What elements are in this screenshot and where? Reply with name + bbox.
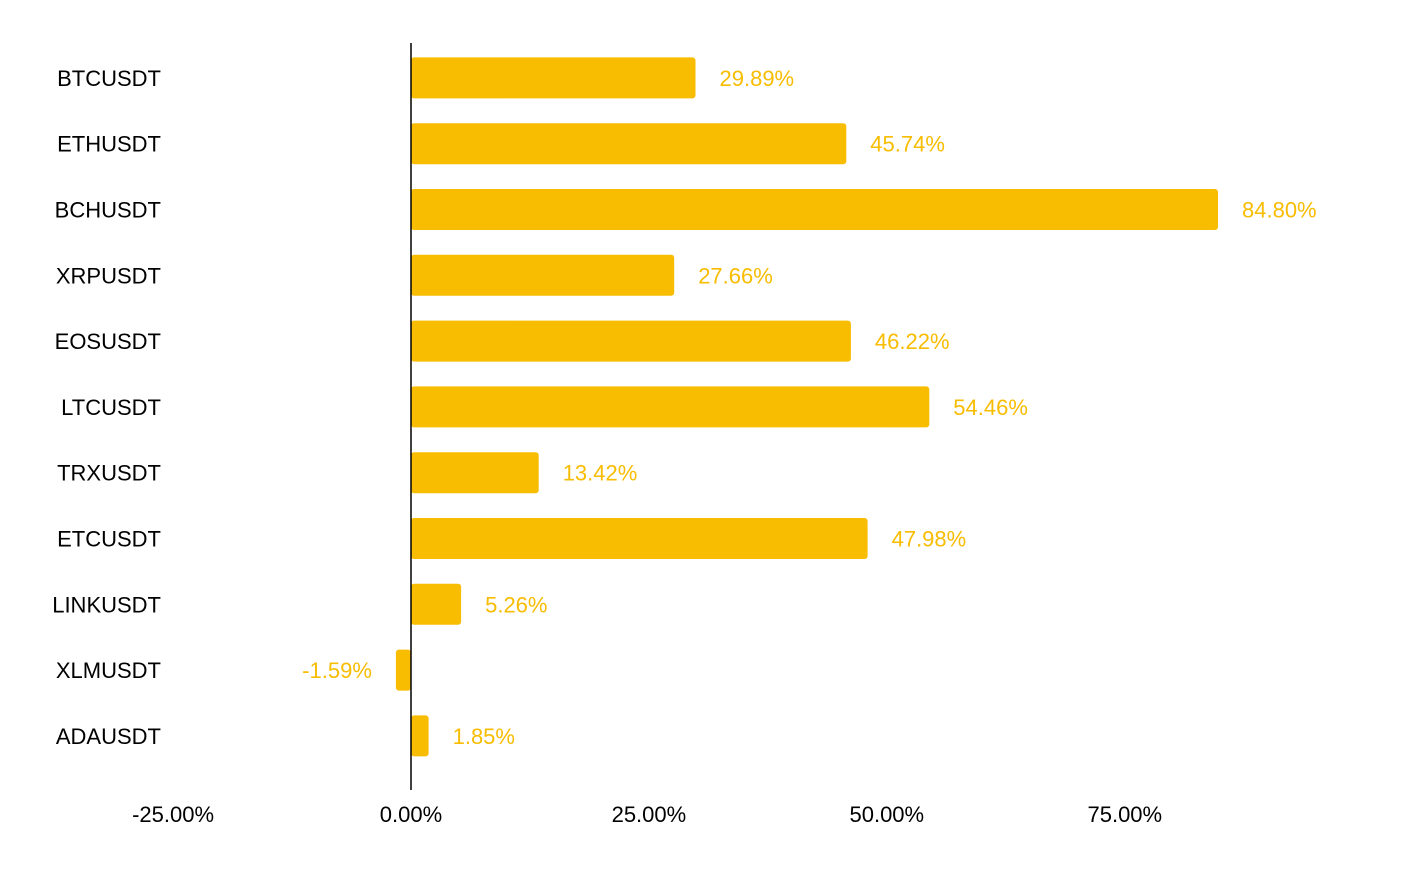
category-label-eosusdt: EOSUSDT [55, 329, 161, 354]
data-label-bchusdt: 84.80% [1242, 198, 1317, 223]
x-tick-label: 50.00% [849, 802, 924, 827]
bar-trxusdt [411, 452, 539, 494]
data-label-btcusdt: 29.89% [720, 66, 795, 91]
bar-xlmusdt [395, 649, 411, 691]
bar-btcusdt [411, 57, 696, 99]
bars-layer [395, 57, 1218, 757]
category-label-linkusdt: LINKUSDT [52, 592, 161, 617]
data-label-trxusdt: 13.42% [563, 461, 638, 486]
data-label-linkusdt: 5.26% [485, 592, 547, 617]
category-label-xrpusdt: XRPUSDT [56, 263, 161, 288]
bar-xrpusdt [411, 254, 675, 296]
category-label-adausdt: ADAUSDT [56, 724, 161, 749]
x-tick-label: 75.00% [1087, 802, 1162, 827]
data-label-etcusdt: 47.98% [892, 527, 967, 552]
category-label-trxusdt: TRXUSDT [57, 461, 161, 486]
category-label-bchusdt: BCHUSDT [55, 198, 161, 223]
bar-bchusdt [411, 189, 1218, 230]
bar-etcusdt [411, 518, 868, 559]
data-label-eosusdt: 46.22% [875, 329, 950, 354]
labels-layer: BTCUSDT 29.89% ETHUSDT 45.74% BCHUSDT 84.80% X… [52, 66, 1316, 749]
axis-layer: -25.00% 0.00% 25.00% 50.00% 75.00% [132, 43, 1162, 827]
bar-eosusdt [411, 320, 851, 362]
bar-ltcusdt [411, 386, 930, 428]
category-label-etcusdt: ETCUSDT [57, 527, 161, 552]
category-label-ethusdt: ETHUSDT [57, 132, 161, 157]
x-tick-label: 0.00% [380, 802, 442, 827]
bar-ethusdt [411, 123, 847, 165]
data-label-adausdt: 1.85% [453, 724, 515, 749]
data-label-xrpusdt: 27.66% [698, 263, 773, 288]
data-label-ethusdt: 45.74% [870, 132, 945, 157]
data-label-ltcusdt: 54.46% [953, 395, 1028, 420]
x-tick-label: 25.00% [612, 802, 687, 827]
data-label-xlmusdt: -1.59% [302, 658, 372, 683]
bar-adausdt [411, 715, 429, 757]
category-label-xlmusdt: XLMUSDT [56, 658, 161, 683]
category-label-ltcusdt: LTCUSDT [61, 395, 161, 420]
category-label-btcusdt: BTCUSDT [57, 66, 161, 91]
x-tick-label: -25.00% [132, 802, 214, 827]
bar-linkusdt [411, 583, 462, 625]
